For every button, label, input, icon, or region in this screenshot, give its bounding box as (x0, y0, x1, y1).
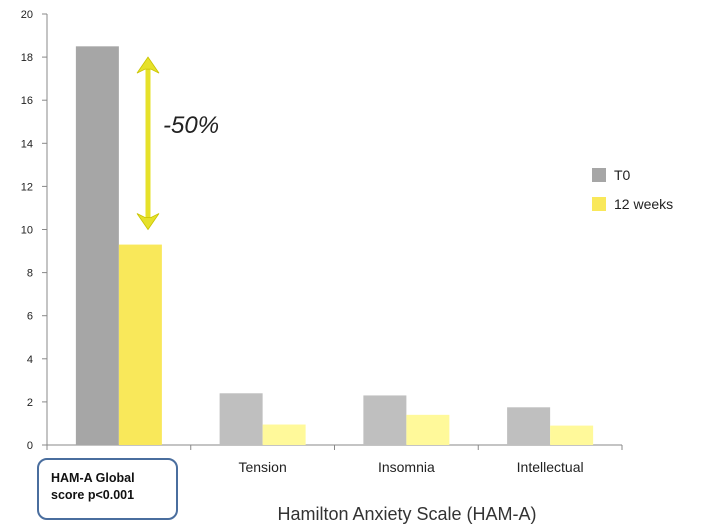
y-tick-label: 0 (27, 440, 33, 452)
bars (75, 46, 594, 445)
y-tick-label: 4 (27, 354, 33, 366)
bar-12-weeks-3 (550, 425, 594, 445)
significance-note: HAM-A Global score p<0.001 (37, 458, 178, 520)
y-tick-label: 2 (27, 397, 33, 409)
y-tick-label: 16 (21, 95, 33, 107)
category-label: Tension (238, 459, 286, 475)
note-line-1: HAM-A Global (51, 471, 135, 485)
legend-swatch-12-weeks (592, 197, 606, 211)
bar-t0-1 (219, 393, 263, 445)
reduction-annotation: -50% (163, 112, 219, 139)
note-line-2: score p<0.001 (51, 488, 135, 502)
bar-t0-3 (507, 407, 551, 445)
y-tick-label: 12 (21, 181, 33, 193)
legend-label: 12 weeks (614, 196, 673, 212)
y-tick-label: 10 (21, 225, 33, 237)
bar-12-weeks-1 (262, 424, 306, 445)
legend-swatch-t0 (592, 168, 606, 182)
y-axis: 0 2 4 6 8 10 12 14 16 18 20 (21, 9, 48, 452)
arrow-shaft (145, 69, 151, 218)
y-tick-label: 14 (21, 138, 33, 150)
y-tick-label: 18 (21, 52, 33, 64)
category-label: Insomnia (378, 459, 435, 475)
bar-t0-0 (75, 46, 119, 445)
y-tick-label: 6 (27, 311, 33, 323)
arrow-head-down (136, 213, 160, 231)
x-axis (46, 444, 623, 450)
bar-12-weeks-0 (118, 244, 162, 445)
x-axis-title: Hamilton Anxiety Scale (HAM-A) (277, 504, 536, 524)
legend-label: T0 (614, 167, 631, 183)
bar-12-weeks-2 (406, 414, 450, 445)
reduction-arrow (136, 56, 160, 231)
bar-t0-2 (363, 395, 407, 445)
category-labels: Tension Insomnia Intellectual (238, 459, 583, 475)
y-tick-label: 20 (21, 9, 33, 21)
category-label: Intellectual (517, 459, 584, 475)
legend: T0 12 weeks (592, 167, 673, 212)
arrow-head-up (136, 56, 160, 74)
y-tick-label: 8 (27, 268, 33, 280)
